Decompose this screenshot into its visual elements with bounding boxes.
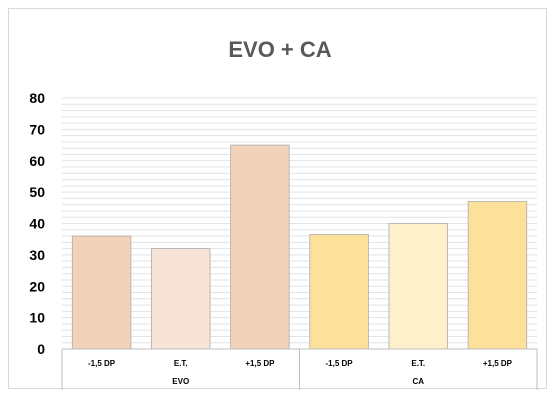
x-tick-label: +1,5 DP xyxy=(483,359,513,368)
bar-evo-2 xyxy=(230,144,290,350)
x-axis: -1,5 DP E.T. +1,5 DP EVO -1,5 DP E.T. +1,5 DP C… xyxy=(61,348,538,390)
chart-title: EVO + CA xyxy=(228,37,331,62)
y-axis: 0 10 20 30 40 50 60 70 80 xyxy=(29,90,45,357)
bar-chart: EVO + CA 0 10 20 30 40 50 60 70 80 -1,5 DP E.T. +1… xyxy=(29,37,538,390)
y-tick-label: 30 xyxy=(29,247,45,263)
y-tick-label: 20 xyxy=(29,278,45,294)
bar-evo-1 xyxy=(151,248,211,350)
bar-evo-0 xyxy=(71,235,132,350)
bar-ca-1 xyxy=(388,223,448,350)
y-tick-label: 0 xyxy=(37,341,45,357)
group-label: EVO xyxy=(172,377,189,386)
gridlines xyxy=(62,97,537,344)
bar-ca-2 xyxy=(467,201,528,350)
y-tick-label: 60 xyxy=(29,153,45,169)
x-tick-label: -1,5 DP xyxy=(326,359,354,368)
y-tick-label: 80 xyxy=(29,90,45,106)
bars xyxy=(71,144,528,350)
group-label: CA xyxy=(412,377,424,386)
bar-ca-0 xyxy=(309,234,369,350)
y-tick-label: 10 xyxy=(29,310,45,326)
y-tick-label: 40 xyxy=(29,216,45,232)
x-tick-label: +1,5 DP xyxy=(245,359,275,368)
x-tick-label: -1,5 DP xyxy=(88,359,116,368)
y-tick-label: 70 xyxy=(29,121,45,137)
x-tick-label: E.T. xyxy=(174,359,188,368)
chart-frame: EVO + CA 0 10 20 30 40 50 60 70 80 -1,5 DP E.T. +1… xyxy=(8,8,547,390)
x-tick-label: E.T. xyxy=(411,359,425,368)
y-tick-label: 50 xyxy=(29,184,45,200)
